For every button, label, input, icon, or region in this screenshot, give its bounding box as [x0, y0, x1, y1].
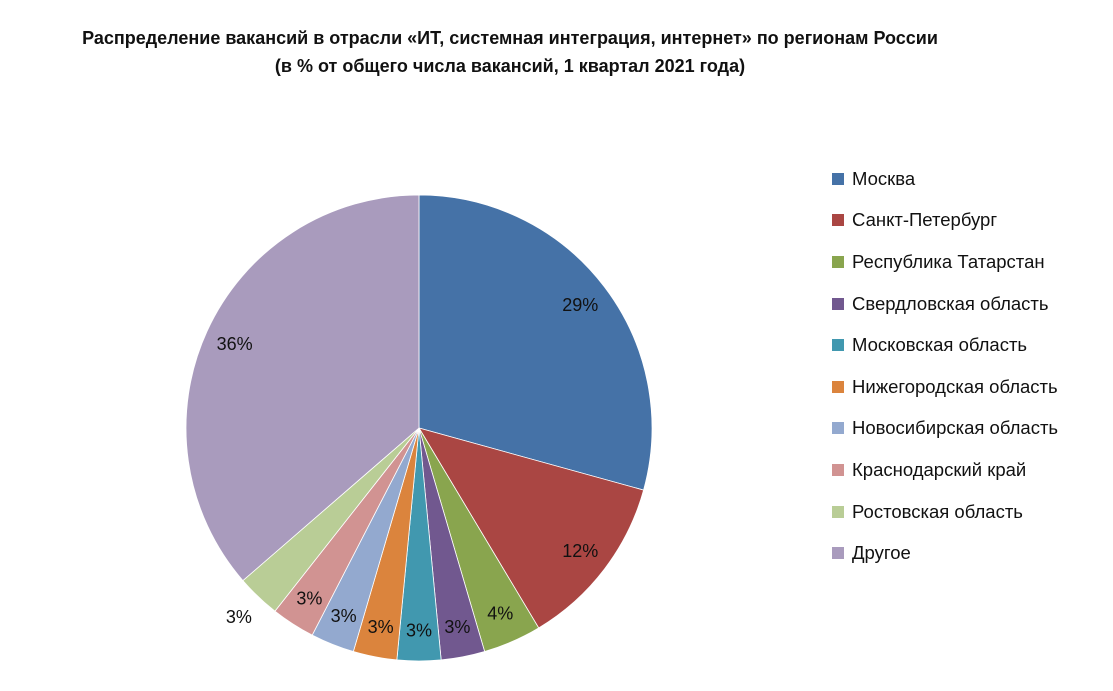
legend-label: Нижегородская область — [852, 375, 1058, 397]
legend-swatch — [832, 422, 844, 435]
legend-label: Ростовская область — [852, 500, 1023, 522]
legend-label: Другое — [852, 542, 911, 564]
data-label-1: 12% — [562, 541, 598, 561]
legend-swatch — [832, 380, 844, 393]
legend-label: Краснодарский край — [852, 458, 1027, 480]
legend-item: Московская область — [832, 324, 1058, 366]
legend-swatch — [832, 297, 844, 310]
legend-label: Москва — [852, 167, 916, 189]
legend-item: Республика Татарстан — [832, 241, 1058, 283]
legend-label: Новосибирская область — [852, 417, 1059, 439]
legend-swatch — [832, 339, 844, 352]
legend-label: Санкт-Петербург — [852, 209, 998, 231]
data-label-5: 3% — [368, 617, 394, 637]
data-label-8: 3% — [226, 607, 252, 627]
pie-slice-9 — [185, 194, 420, 582]
legend-item: Новосибирская область — [832, 408, 1058, 450]
legend-item: Другое — [832, 532, 1058, 574]
legend-item: Краснодарский край — [832, 449, 1058, 491]
legend-swatch — [832, 547, 844, 560]
legend-swatch — [832, 214, 844, 227]
chart-subtitle: (в % от общего числа вакансий, 1 квартал… — [274, 56, 746, 76]
legend-item: Нижегородская область — [832, 366, 1058, 408]
data-label-7: 3% — [296, 589, 322, 609]
legend-swatch — [832, 505, 844, 518]
legend-label: Республика Татарстан — [852, 250, 1045, 272]
legend: Москва Санкт-Петербург Республика Татарста… — [832, 158, 1058, 574]
legend-swatch — [832, 172, 844, 185]
data-label-9: 36% — [217, 334, 253, 354]
legend-label: Московская область — [852, 334, 1028, 356]
pie-slice-1 — [418, 427, 645, 629]
legend-swatch — [832, 463, 844, 476]
pie-slice-0 — [418, 194, 653, 491]
data-label-0: 29% — [562, 295, 598, 315]
chart-title: Распределение вакансий в отрасли «ИТ, си… — [82, 28, 938, 48]
legend-item: Ростовская область — [832, 491, 1058, 533]
legend-label: Свердловская область — [852, 292, 1049, 314]
legend-item: Санкт-Петербург — [832, 200, 1058, 242]
legend-swatch — [832, 255, 844, 268]
data-label-3: 3% — [444, 617, 470, 637]
legend-item: Свердловская область — [832, 283, 1058, 325]
data-label-6: 3% — [331, 606, 357, 626]
data-label-2: 4% — [487, 604, 513, 624]
data-label-4: 3% — [406, 621, 432, 641]
legend-item: Москва — [832, 158, 1058, 200]
